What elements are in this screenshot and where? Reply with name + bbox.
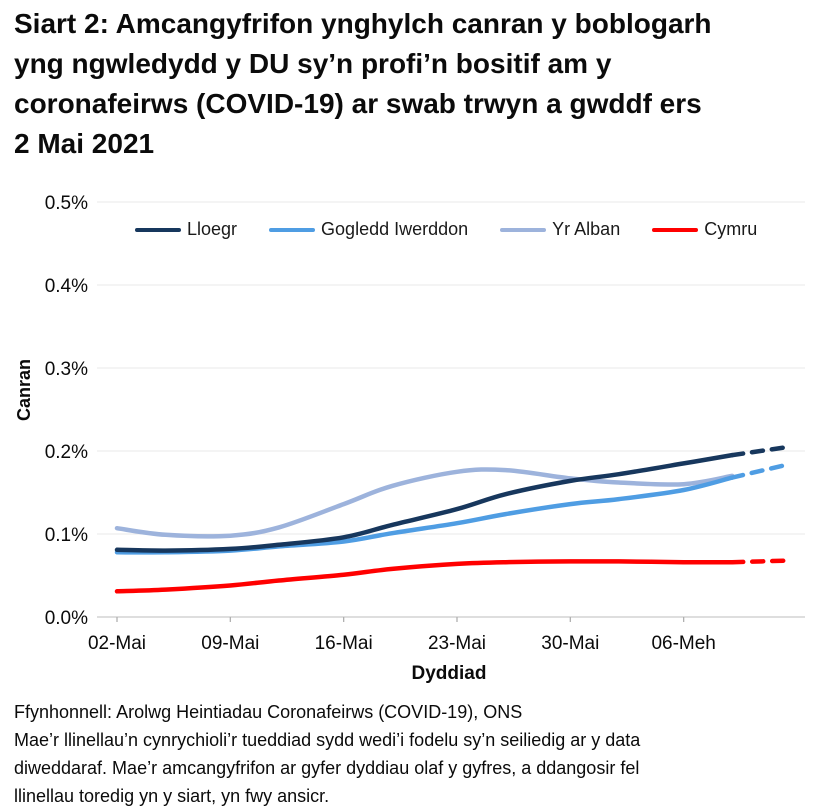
legend-label: Lloegr: [187, 219, 238, 239]
footnote: Mae’r llinellau’n cynrychioli’r tueddiad…: [14, 726, 804, 810]
svg-text:06-Meh: 06-Meh: [651, 633, 715, 654]
series-lloegr: [114, 444, 792, 553]
footnote-line: llinellau toredig yn y siart, yn fwy ans…: [14, 786, 330, 806]
y-tick-labels: 0.0% 0.1% 0.2% 0.3% 0.4% 0.5%: [45, 193, 88, 629]
legend-label: Gogledd Iwerddon: [321, 219, 469, 239]
y-axis-title: Canran: [14, 359, 34, 421]
footnote-line: Mae’r llinellau’n cynrychioli’r tueddiad…: [14, 730, 641, 750]
legend-item-cymru: Cymru: [652, 219, 757, 240]
svg-text:23-Mai: 23-Mai: [428, 633, 486, 654]
series-lloegr-dashed-tail: [729, 444, 792, 458]
svg-text:0.3%: 0.3%: [45, 359, 88, 380]
svg-text:16-Mai: 16-Mai: [315, 633, 373, 654]
legend-item-gogledd-iwerddon: Gogledd Iwerddon: [269, 219, 468, 240]
chart-title-line: coronafeirws (COVID-19) ar swab trwyn a …: [14, 88, 702, 119]
legend-line-swatch-cymru: [652, 227, 699, 232]
series-cymru-dashed-tail: [729, 558, 792, 565]
svg-text:0.2%: 0.2%: [45, 442, 88, 463]
chart-legend: Lloegr Gogledd Iwerddon Yr Alban Cymru: [135, 219, 757, 240]
source-line: Ffynhonnell: Arolwg Heintiadau Coronafei…: [14, 702, 523, 722]
legend-line-swatch-lloegr: [135, 227, 181, 232]
series-gogledd-iwerddon-dashed-tail: [729, 462, 792, 480]
legend-line-swatch-gogledd-iwerddon: [269, 227, 316, 232]
footnote-line: diweddaraf. Mae’r amcangyfrifon ar gyfer…: [14, 758, 640, 778]
chart-title: Siart 2: Amcangyfrifon ynghylch canran y…: [14, 4, 804, 164]
legend-label: Cymru: [704, 219, 758, 239]
svg-text:0.5%: 0.5%: [45, 193, 88, 214]
legend-line-swatch-yr-alban: [500, 227, 547, 232]
line-chart: 0.0% 0.1% 0.2% 0.3% 0.4% 0.5% 02-Mai 09-Mai 16-M…: [14, 193, 805, 684]
x-axis: [97, 616, 805, 622]
svg-text:0.0%: 0.0%: [45, 608, 88, 629]
svg-text:30-Mai: 30-Mai: [541, 633, 599, 654]
svg-text:09-Mai: 09-Mai: [201, 633, 259, 654]
chart-title-line: yng ngwledydd y DU sy’n profi’n bositif …: [14, 48, 612, 79]
chart-title-line: 2 Mai 2021: [14, 128, 155, 159]
chart-footer: Ffynhonnell: Arolwg Heintiadau Coronafei…: [14, 698, 804, 810]
x-axis-title: Dyddiad: [412, 663, 487, 684]
gridlines: [97, 201, 805, 535]
svg-text:0.1%: 0.1%: [45, 525, 88, 546]
chart-title-line: Siart 2: Amcangyfrifon ynghylch canran y…: [14, 8, 712, 39]
svg-text:0.4%: 0.4%: [45, 276, 88, 297]
legend-label: Yr Alban: [552, 219, 621, 239]
series-yr-alban: [114, 467, 735, 539]
legend-item-yr-alban: Yr Alban: [500, 219, 620, 240]
svg-text:02-Mai: 02-Mai: [88, 633, 146, 654]
x-tick-labels: 02-Mai 09-Mai 16-Mai 23-Mai 30-Mai 06-Meh: [88, 633, 716, 654]
chart-area: 0.0% 0.1% 0.2% 0.3% 0.4% 0.5% 02-Mai 09-Mai 16-M…: [0, 190, 815, 695]
series-cymru: [114, 558, 792, 594]
legend-item-lloegr: Lloegr: [135, 219, 237, 240]
